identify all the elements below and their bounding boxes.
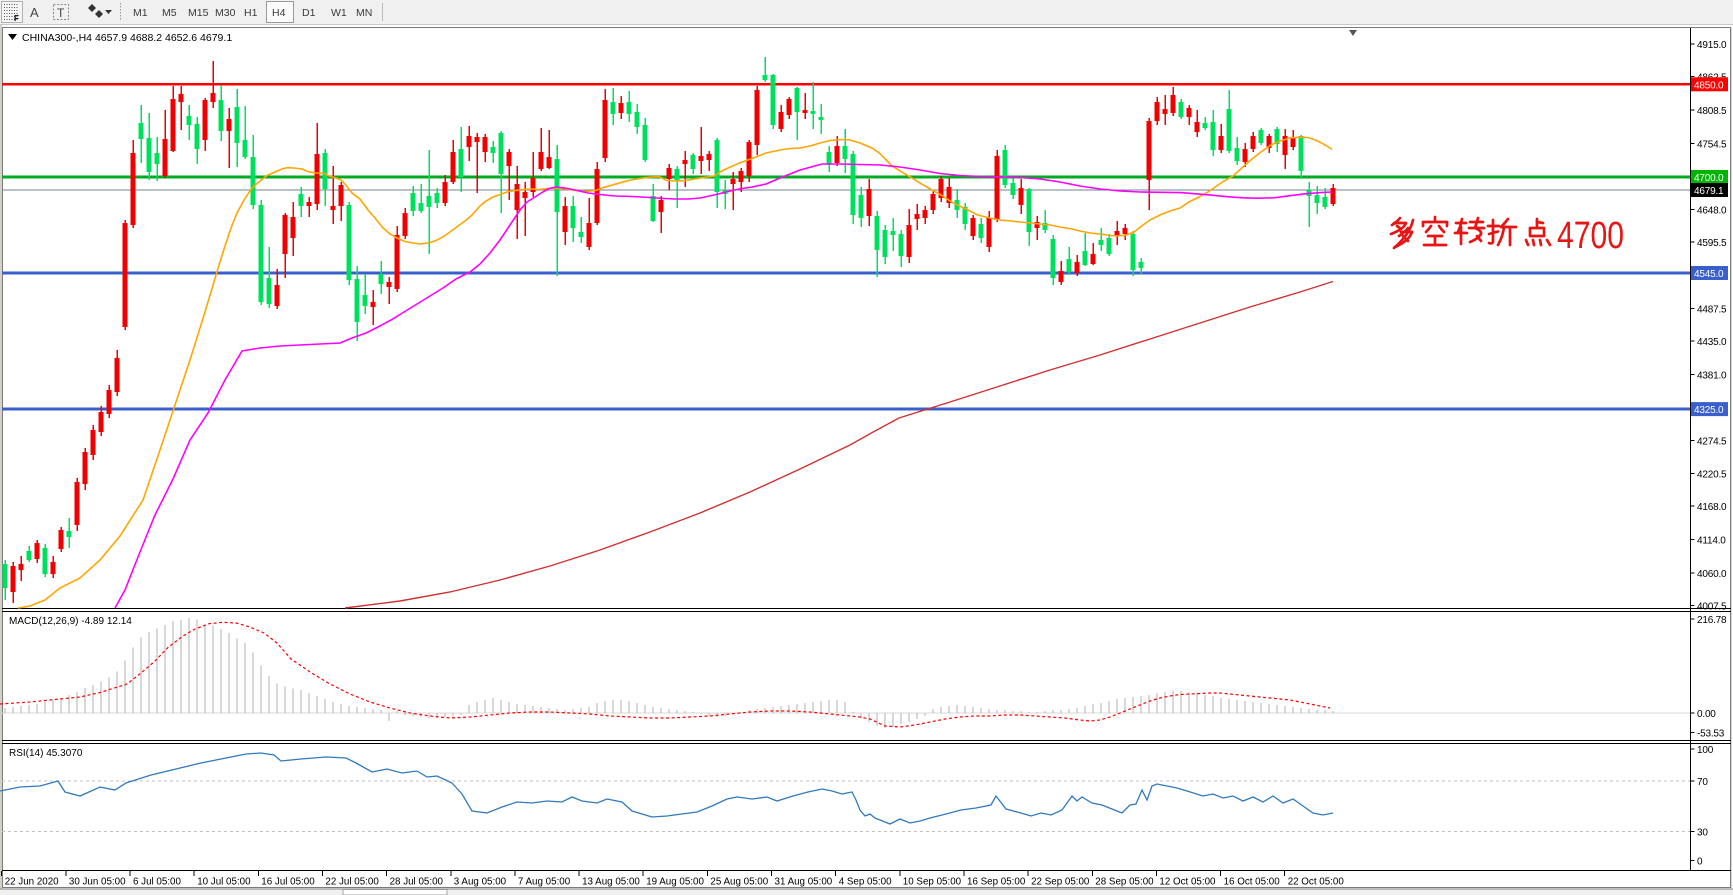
svg-text:4595.5: 4595.5 [1697, 238, 1727, 249]
svg-text:28 Jul 05:00: 28 Jul 05:00 [390, 877, 444, 888]
svg-text:4220.5: 4220.5 [1697, 470, 1727, 481]
svg-text:4487.5: 4487.5 [1697, 305, 1727, 316]
svg-text:10 Sep 05:00: 10 Sep 05:00 [903, 877, 962, 888]
svg-text:MN: MN [356, 7, 372, 19]
svg-text:W1: W1 [331, 7, 347, 19]
svg-text:4 Sep 05:00: 4 Sep 05:00 [839, 877, 892, 888]
svg-text:6 Jul 05:00: 6 Jul 05:00 [133, 877, 181, 888]
svg-text:216.78: 216.78 [1697, 615, 1727, 626]
svg-text:12 Oct 05:00: 12 Oct 05:00 [1159, 877, 1216, 888]
svg-text:22 Oct 05:00: 22 Oct 05:00 [1288, 877, 1345, 888]
svg-text:H4: H4 [272, 7, 286, 19]
svg-text:4060.0: 4060.0 [1697, 569, 1727, 580]
svg-text:M30: M30 [215, 7, 236, 19]
svg-text:30: 30 [1697, 828, 1708, 839]
svg-text:M1: M1 [133, 7, 148, 19]
svg-text:10 Jul 05:00: 10 Jul 05:00 [197, 877, 251, 888]
svg-text:H1: H1 [244, 7, 258, 19]
svg-text:F: F [14, 14, 19, 23]
svg-text:-53.53: -53.53 [1697, 729, 1725, 740]
svg-text:4435.0: 4435.0 [1697, 337, 1727, 348]
svg-text:4545.0: 4545.0 [1694, 269, 1724, 280]
svg-text:7 Aug 05:00: 7 Aug 05:00 [518, 877, 571, 888]
svg-text:22 Sep 05:00: 22 Sep 05:00 [1031, 877, 1090, 888]
svg-text:4114.0: 4114.0 [1697, 536, 1726, 547]
svg-text:D1: D1 [302, 7, 316, 19]
svg-text:4274.5: 4274.5 [1697, 436, 1727, 447]
svg-text:0: 0 [1697, 857, 1703, 868]
svg-text:4679.1: 4679.1 [1694, 186, 1724, 197]
svg-text:M15: M15 [188, 7, 209, 19]
svg-text:22 Jun 2020: 22 Jun 2020 [5, 877, 59, 888]
svg-text:31 Aug 05:00: 31 Aug 05:00 [775, 877, 833, 888]
svg-text:4700.0: 4700.0 [1694, 173, 1724, 184]
svg-text:0.00: 0.00 [1697, 709, 1716, 720]
svg-text:4381.0: 4381.0 [1697, 370, 1727, 381]
svg-text:4648.0: 4648.0 [1697, 205, 1727, 216]
svg-text:25 Aug 05:00: 25 Aug 05:00 [710, 877, 768, 888]
svg-text:22 Jul 05:00: 22 Jul 05:00 [325, 877, 379, 888]
svg-text:16 Jul 05:00: 16 Jul 05:00 [261, 877, 315, 888]
svg-text:RSI(14) 45.3070: RSI(14) 45.3070 [9, 748, 83, 759]
svg-text:T: T [57, 6, 65, 20]
svg-text:M5: M5 [162, 7, 177, 19]
svg-text:CHINA300-,H4 4657.9 4688.2 46: CHINA300-,H4 4657.9 4688.2 4652.6 4679.1 [22, 32, 232, 44]
svg-text:4754.5: 4754.5 [1697, 139, 1727, 150]
svg-text:28 Sep 05:00: 28 Sep 05:00 [1095, 877, 1154, 888]
svg-text:19 Aug 05:00: 19 Aug 05:00 [646, 877, 704, 888]
svg-text:100: 100 [1697, 745, 1714, 756]
svg-text:4808.5: 4808.5 [1697, 106, 1727, 117]
svg-text:MACD(12,26,9) -4.89 12.14: MACD(12,26,9) -4.89 12.14 [9, 616, 132, 627]
svg-text:4168.0: 4168.0 [1697, 502, 1727, 513]
svg-text:13 Aug 05:00: 13 Aug 05:00 [582, 877, 640, 888]
svg-text:16 Sep 05:00: 16 Sep 05:00 [967, 877, 1026, 888]
svg-text:A: A [30, 5, 39, 20]
svg-text:4325.0: 4325.0 [1694, 405, 1724, 416]
svg-text:3 Aug 05:00: 3 Aug 05:00 [454, 877, 507, 888]
svg-text:30 Jun 05:00: 30 Jun 05:00 [69, 877, 126, 888]
svg-text:16 Oct 05:00: 16 Oct 05:00 [1224, 877, 1281, 888]
svg-text:4700: 4700 [1557, 215, 1624, 257]
svg-text:70: 70 [1697, 777, 1708, 788]
svg-text:4915.0: 4915.0 [1697, 40, 1727, 51]
svg-text:4850.0: 4850.0 [1694, 80, 1724, 91]
svg-text:4007.5: 4007.5 [1697, 602, 1727, 613]
